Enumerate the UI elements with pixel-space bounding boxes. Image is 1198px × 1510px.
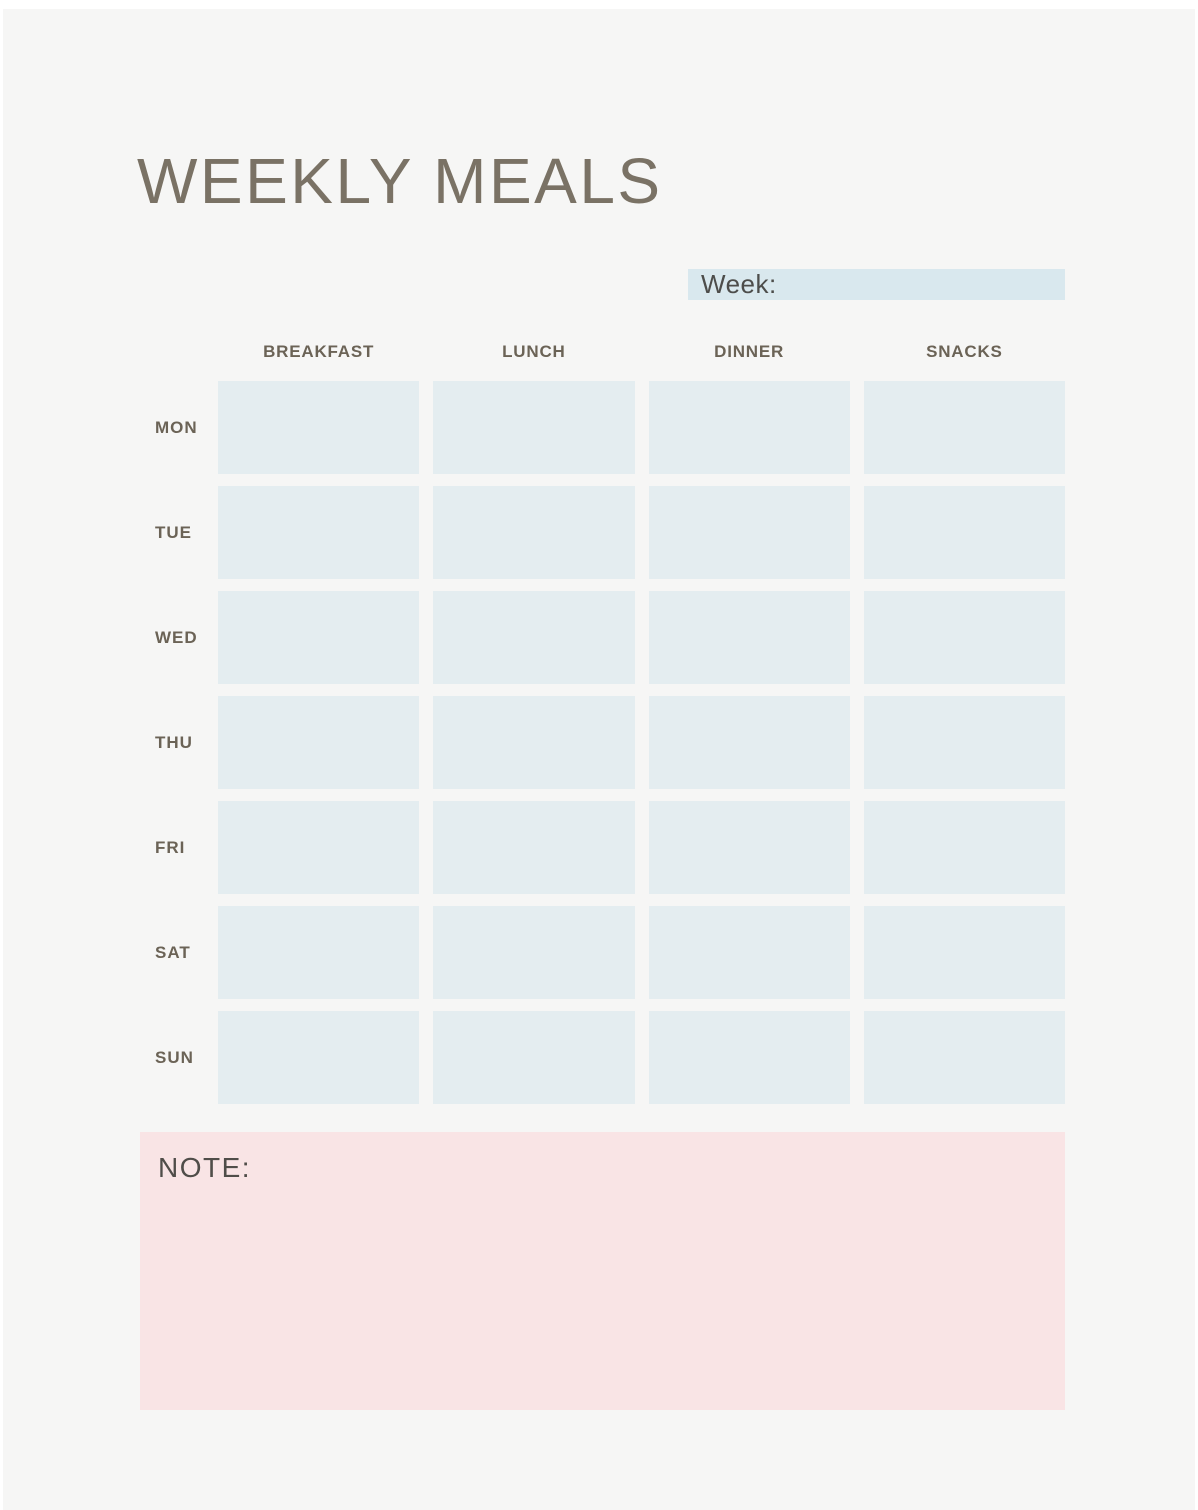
row-header-thu: THU bbox=[155, 732, 193, 752]
row-header-sat: SAT bbox=[155, 942, 191, 962]
meal-cell-mon-lunch[interactable] bbox=[433, 381, 635, 474]
meal-cell-sun-dinner[interactable] bbox=[648, 1011, 850, 1104]
meal-cell-sat-lunch[interactable] bbox=[433, 906, 635, 999]
meal-cell-sun-snacks[interactable] bbox=[863, 1011, 1065, 1104]
meal-cell-sat-snacks[interactable] bbox=[863, 906, 1065, 999]
meal-cell-wed-dinner[interactable] bbox=[648, 591, 850, 684]
column-header-snacks: SNACKS bbox=[926, 341, 1003, 361]
page-title: WEEKLY MEALS bbox=[137, 145, 663, 217]
meal-cell-thu-lunch[interactable] bbox=[433, 696, 635, 789]
row-header-tue: TUE bbox=[155, 522, 192, 542]
meal-cell-fri-lunch[interactable] bbox=[433, 801, 635, 894]
meal-cell-thu-breakfast[interactable] bbox=[218, 696, 420, 789]
page-background: WEEKLY MEALS Week: BREAKFAST LUNCH DINNE… bbox=[3, 9, 1195, 1510]
meal-cell-mon-dinner[interactable] bbox=[648, 381, 850, 474]
row-header-fri: FRI bbox=[155, 837, 186, 857]
meal-cell-fri-breakfast[interactable] bbox=[218, 801, 420, 894]
row-header-wed: WED bbox=[155, 627, 198, 647]
meal-cell-mon-snacks[interactable] bbox=[863, 381, 1065, 474]
meal-cell-sat-breakfast[interactable] bbox=[218, 906, 420, 999]
note-label: NOTE: bbox=[158, 1152, 252, 1183]
week-input[interactable] bbox=[776, 269, 1103, 300]
meal-cell-tue-dinner[interactable] bbox=[648, 486, 850, 579]
meal-cell-wed-breakfast[interactable] bbox=[218, 591, 420, 684]
column-header-breakfast: BREAKFAST bbox=[263, 341, 375, 361]
meal-cell-thu-dinner[interactable] bbox=[648, 696, 850, 789]
meal-cell-thu-snacks[interactable] bbox=[863, 696, 1065, 789]
meal-cell-sun-lunch[interactable] bbox=[433, 1011, 635, 1104]
column-header-dinner: DINNER bbox=[714, 341, 785, 361]
grid-corner-spacer bbox=[140, 334, 204, 369]
meal-cell-sat-dinner[interactable] bbox=[648, 906, 850, 999]
row-header-sun: SUN bbox=[155, 1047, 194, 1067]
meal-cell-sun-breakfast[interactable] bbox=[218, 1011, 420, 1104]
meal-cell-tue-breakfast[interactable] bbox=[218, 486, 420, 579]
meal-cell-wed-snacks[interactable] bbox=[863, 591, 1065, 684]
meal-cell-tue-snacks[interactable] bbox=[863, 486, 1065, 579]
meal-cell-fri-snacks[interactable] bbox=[863, 801, 1065, 894]
week-field-label: Week: bbox=[701, 269, 777, 299]
meal-planner-grid: BREAKFAST LUNCH DINNER SNACKS MON TUE WE… bbox=[140, 334, 1065, 1104]
meal-cell-fri-dinner[interactable] bbox=[648, 801, 850, 894]
row-header-mon: MON bbox=[155, 417, 198, 437]
note-area[interactable]: NOTE: bbox=[140, 1132, 1065, 1410]
meal-cell-mon-breakfast[interactable] bbox=[218, 381, 420, 474]
meal-cell-wed-lunch[interactable] bbox=[433, 591, 635, 684]
column-header-lunch: LUNCH bbox=[502, 341, 566, 361]
meal-cell-tue-lunch[interactable] bbox=[433, 486, 635, 579]
week-field[interactable]: Week: bbox=[688, 269, 1103, 300]
